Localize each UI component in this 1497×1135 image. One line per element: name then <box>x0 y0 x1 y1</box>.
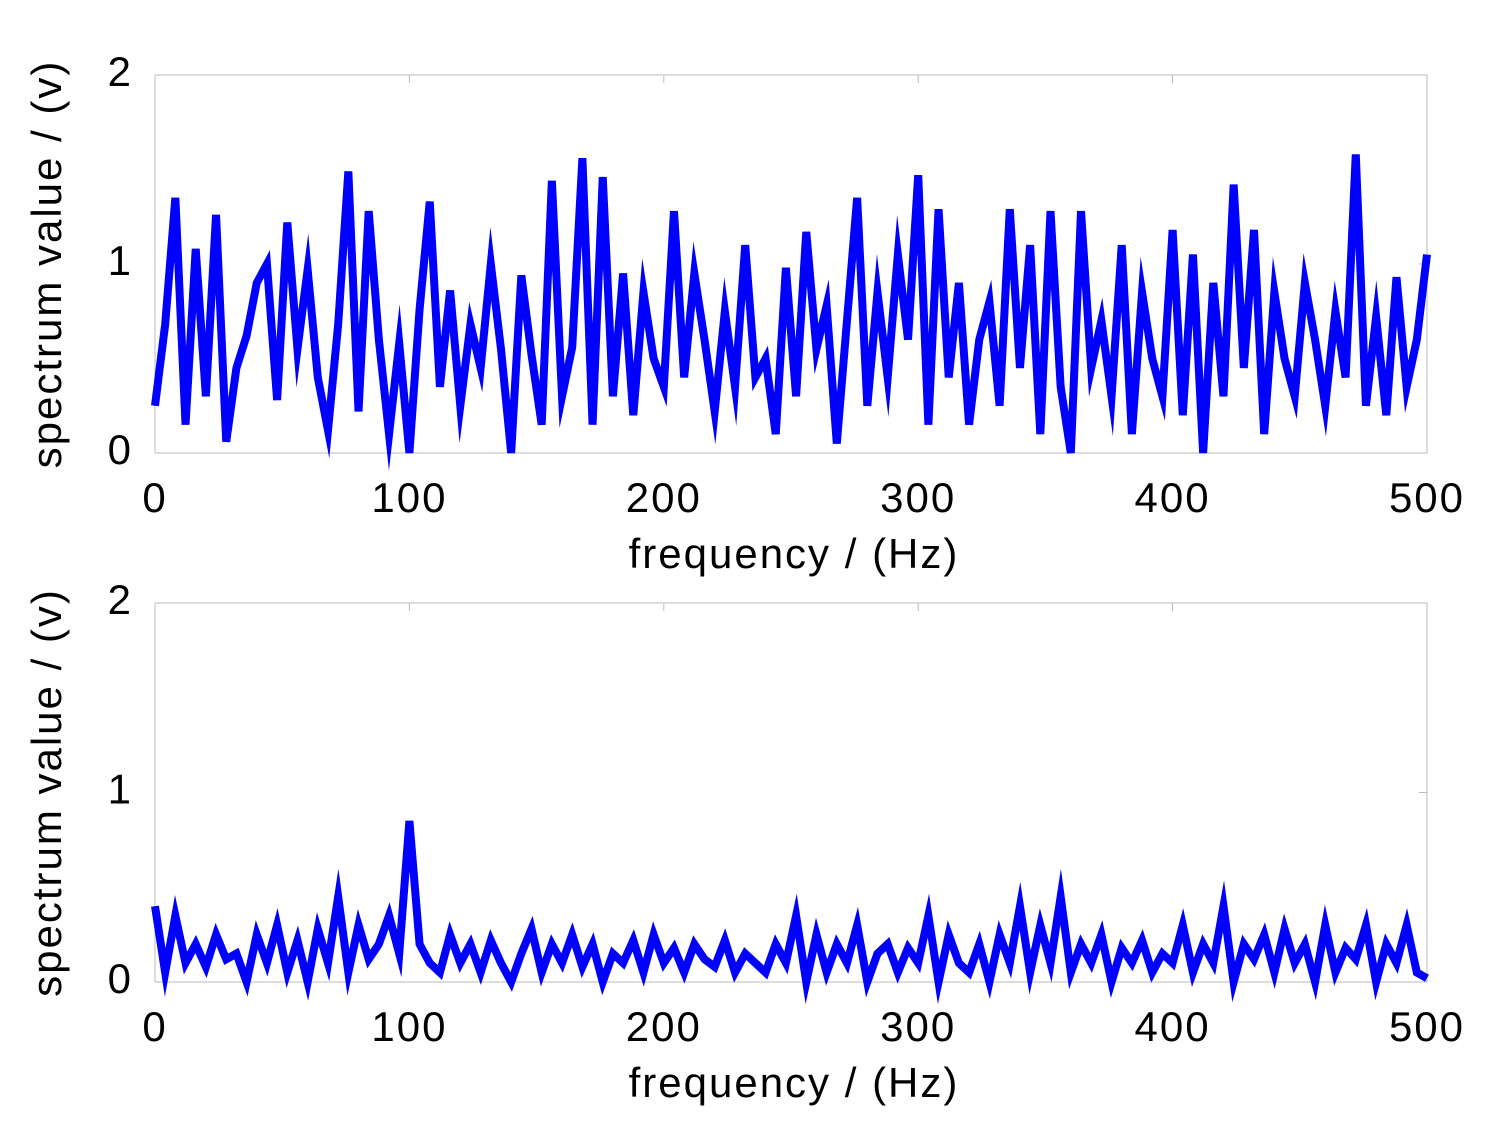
y-tick-label: 1 <box>108 766 133 813</box>
x-axis-label: frequency / (Hz) <box>629 530 960 577</box>
y-tick-label: 2 <box>108 48 133 95</box>
y-axis-label: spectrum value / (v) <box>23 588 70 997</box>
x-tick-label: 300 <box>880 1003 956 1050</box>
x-tick-label: 500 <box>1389 474 1465 521</box>
x-tick-label: 400 <box>1135 474 1211 521</box>
x-tick-label: 300 <box>880 474 956 521</box>
x-tick-label: 400 <box>1135 1003 1211 1050</box>
x-tick-label: 200 <box>626 1003 702 1050</box>
y-tick-label: 0 <box>108 955 133 1002</box>
spectrum-line <box>151 820 1429 1005</box>
x-tick-label: 0 <box>142 1003 167 1050</box>
x-tick-label: 200 <box>626 474 702 521</box>
x-tick-label: 0 <box>142 474 167 521</box>
y-tick-label: 1 <box>108 237 133 284</box>
x-tick-label: 100 <box>371 1003 447 1050</box>
y-axis-label: spectrum value / (v) <box>23 60 70 469</box>
x-tick-label: 100 <box>371 474 447 521</box>
x-tick-label: 500 <box>1389 1003 1465 1050</box>
x-axis-label: frequency / (Hz) <box>629 1059 960 1106</box>
y-tick-label: 0 <box>108 426 133 473</box>
spectrum-line <box>151 154 1431 471</box>
y-tick-label: 2 <box>108 576 133 623</box>
